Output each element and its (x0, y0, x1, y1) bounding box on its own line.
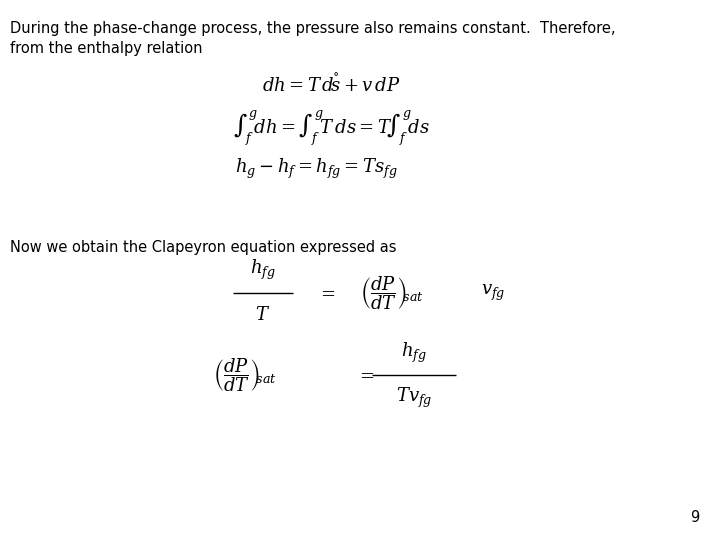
Text: $h_{fg}$: $h_{fg}$ (250, 258, 276, 282)
Text: $v_{fg}$: $v_{fg}$ (481, 282, 505, 303)
Text: 9: 9 (690, 510, 700, 525)
Text: $Tv_{fg}$: $Tv_{fg}$ (396, 386, 432, 410)
Text: $=$: $=$ (317, 284, 336, 302)
Text: $\int_{f}^{g}\!dh = \int_{f}^{g}\!T\,ds = T\!\int_{f}^{g}\!ds$: $\int_{f}^{g}\!dh = \int_{f}^{g}\!T\,ds … (233, 109, 430, 148)
Text: $dh = T\,d\!\overset{\circ}{s}+v\,dP$: $dh = T\,d\!\overset{\circ}{s}+v\,dP$ (262, 72, 400, 96)
Text: $h_{fg}$: $h_{fg}$ (401, 341, 427, 364)
Text: from the enthalpy relation: from the enthalpy relation (10, 40, 202, 56)
Text: Now we obtain the Clapeyron equation expressed as: Now we obtain the Clapeyron equation exp… (10, 240, 397, 255)
Text: $\left(\dfrac{dP}{dT}\right)_{\!\!sat}$: $\left(\dfrac{dP}{dT}\right)_{\!\!sat}$ (361, 274, 424, 312)
Text: During the phase-change process, the pressure also remains constant.  Therefore,: During the phase-change process, the pre… (10, 21, 616, 36)
Text: $T$: $T$ (256, 306, 270, 325)
Text: $h_g - h_f = h_{fg} = Ts_{fg}$: $h_g - h_f = h_{fg} = Ts_{fg}$ (235, 157, 398, 180)
Text: $=$: $=$ (356, 366, 375, 384)
Text: $\left(\dfrac{dP}{dT}\right)_{\!\!sat}$: $\left(\dfrac{dP}{dT}\right)_{\!\!sat}$ (213, 356, 276, 394)
